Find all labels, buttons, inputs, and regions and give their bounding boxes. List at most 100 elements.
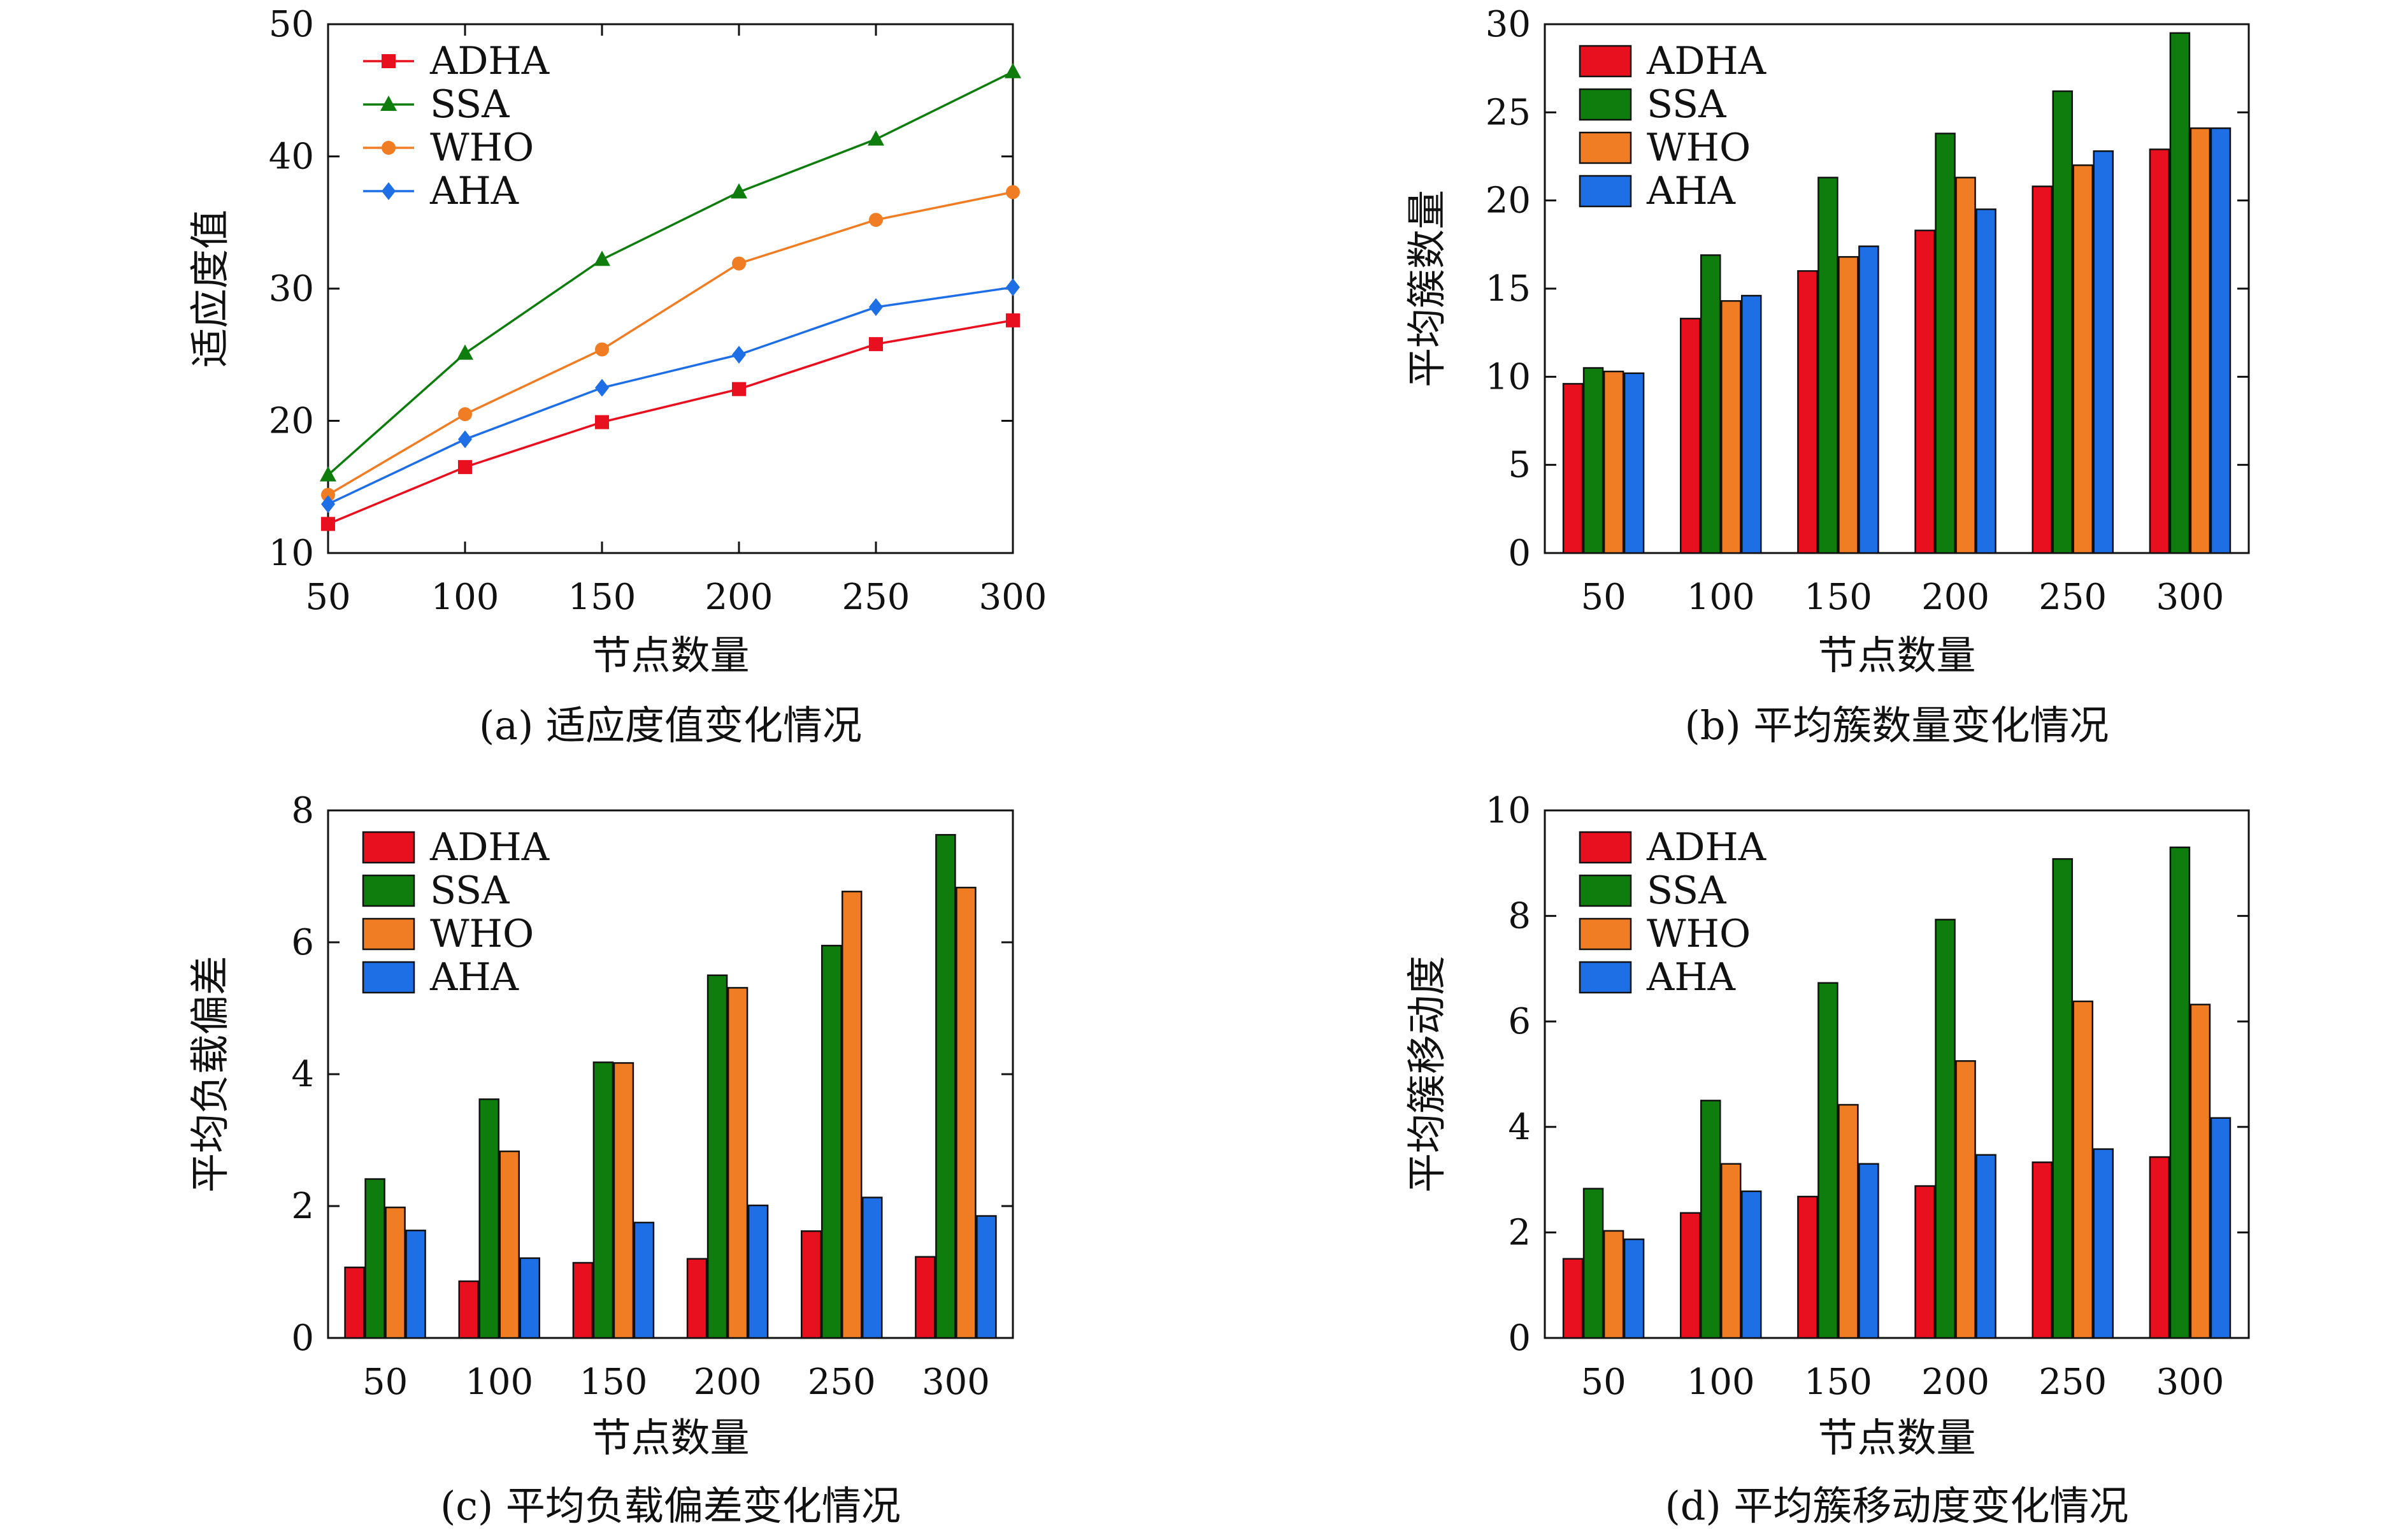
bar-adha (344, 1267, 365, 1339)
bar-adha (1797, 270, 1818, 554)
bar-ssa (1700, 1100, 1721, 1339)
y-tick-label: 20 (269, 401, 314, 442)
x-axis-title: 节点数量 (1817, 1414, 1975, 1461)
x-tick-label: 250 (842, 577, 910, 618)
legend-marker-adha (382, 54, 396, 68)
x-tick-label: 200 (1921, 1362, 1989, 1403)
bar-adha (1680, 317, 1701, 554)
data-point-adha (595, 415, 609, 429)
bar-ssa (1700, 254, 1721, 554)
x-tick-label: 300 (979, 577, 1047, 618)
bar-ssa (706, 974, 728, 1339)
bar-ssa (1582, 367, 1604, 554)
legend-label: AHA (429, 955, 519, 1000)
bar-aha (2093, 1148, 2114, 1339)
bar-ssa (935, 834, 956, 1339)
legend-marker-aha (382, 182, 396, 200)
legend-swatch-who (1579, 917, 1632, 951)
bar-ssa (592, 1061, 614, 1339)
bar-adha (801, 1230, 822, 1339)
bar-ssa (821, 944, 842, 1339)
y-tick-label: 0 (1508, 1318, 1531, 1359)
bar-aha (976, 1215, 997, 1339)
legend-label: WHO (430, 912, 534, 956)
legend-label: SSA (1647, 868, 1726, 913)
bar-adha (1914, 1185, 1935, 1339)
legend-label: SSA (430, 868, 510, 913)
bar-who (1955, 176, 1976, 554)
data-point-aha (869, 298, 883, 317)
bar-aha (747, 1204, 769, 1339)
data-point-adha (321, 517, 335, 531)
x-tick-label: 150 (579, 1362, 647, 1403)
legend-marker-ssa (380, 96, 397, 111)
series-line-aha (327, 286, 1014, 505)
bar-aha (1975, 1154, 1996, 1339)
chart-panel-c: 0 2 4 6 8 50 100 150 200 250 300 节点数量 平均负载偏差 (c) 平均负载… (187, 790, 1014, 1529)
x-tick-label: 50 (362, 1362, 408, 1403)
bar-adha (1562, 383, 1584, 554)
bar-adha (915, 1256, 936, 1339)
bar-adha (1562, 1258, 1584, 1339)
data-point-ssa (868, 130, 884, 146)
legend-label: AHA (1646, 169, 1736, 213)
y-tick-label: 2 (1508, 1212, 1531, 1253)
bar-who (727, 987, 749, 1339)
y-tick-label: 4 (1508, 1107, 1531, 1148)
bar-who (956, 886, 977, 1339)
bar-ssa (2169, 32, 2191, 554)
x-tick-label: 150 (1804, 1362, 1872, 1403)
x-tick-label: 100 (431, 577, 499, 618)
series-line-adha (327, 319, 1014, 525)
bar-ssa (2169, 846, 2191, 1339)
bar-aha (1975, 208, 1996, 554)
legend-marker-who (382, 141, 396, 155)
bar-who (2072, 1000, 2093, 1339)
bar-adha (2149, 148, 2170, 554)
bar-aha (1858, 1163, 1879, 1339)
bar-aha (2210, 127, 2232, 554)
x-tick-label: 200 (1921, 577, 1989, 618)
x-tick-label: 300 (2156, 1362, 2224, 1403)
y-axis-title: 适应度值 (187, 210, 233, 368)
y-tick-label: 5 (1508, 445, 1531, 486)
data-point-who (595, 342, 609, 357)
bar-ssa (1935, 919, 1956, 1339)
data-point-adha (458, 460, 472, 475)
legend-label: ADHA (429, 39, 550, 83)
bar-aha (1623, 372, 1645, 554)
legend-label: SSA (1647, 82, 1726, 127)
data-point-who (458, 407, 472, 422)
y-axis-title: 平均负载偏差 (187, 956, 233, 1193)
bar-ssa (2052, 858, 2073, 1339)
y-tick-label: 10 (269, 533, 314, 574)
y-tick-label: 30 (269, 268, 314, 310)
plot-frame (1544, 809, 2250, 1339)
bar-aha (2093, 150, 2114, 554)
legend-label: AHA (1646, 955, 1736, 1000)
x-axis-title: 节点数量 (591, 632, 749, 679)
x-axis-title: 节点数量 (591, 1414, 749, 1461)
y-tick-label: 40 (269, 136, 314, 178)
x-tick-label: 200 (694, 1362, 762, 1403)
data-point-who (321, 487, 335, 502)
legend-swatch-who (1579, 131, 1632, 164)
data-point-aha (732, 345, 746, 364)
bar-ssa (364, 1178, 385, 1339)
x-tick-label: 300 (922, 1362, 990, 1403)
bar-who (613, 1062, 634, 1339)
y-tick-label: 20 (1486, 180, 1531, 222)
y-tick-label: 8 (291, 790, 314, 831)
bar-aha (633, 1221, 655, 1339)
bar-adha (1914, 229, 1935, 554)
legend-swatch-who (362, 917, 415, 951)
panel-caption: (c) 平均负载偏差变化情况 (440, 1483, 901, 1529)
x-tick-label: 300 (2156, 577, 2224, 618)
y-tick-label: 0 (1508, 533, 1531, 574)
bar-ssa (478, 1098, 499, 1339)
x-tick-label: 150 (1804, 577, 1872, 618)
legend-label: AHA (429, 169, 519, 213)
bar-aha (862, 1197, 883, 1339)
bar-ssa (1582, 1188, 1604, 1339)
x-tick-label: 100 (1687, 577, 1755, 618)
